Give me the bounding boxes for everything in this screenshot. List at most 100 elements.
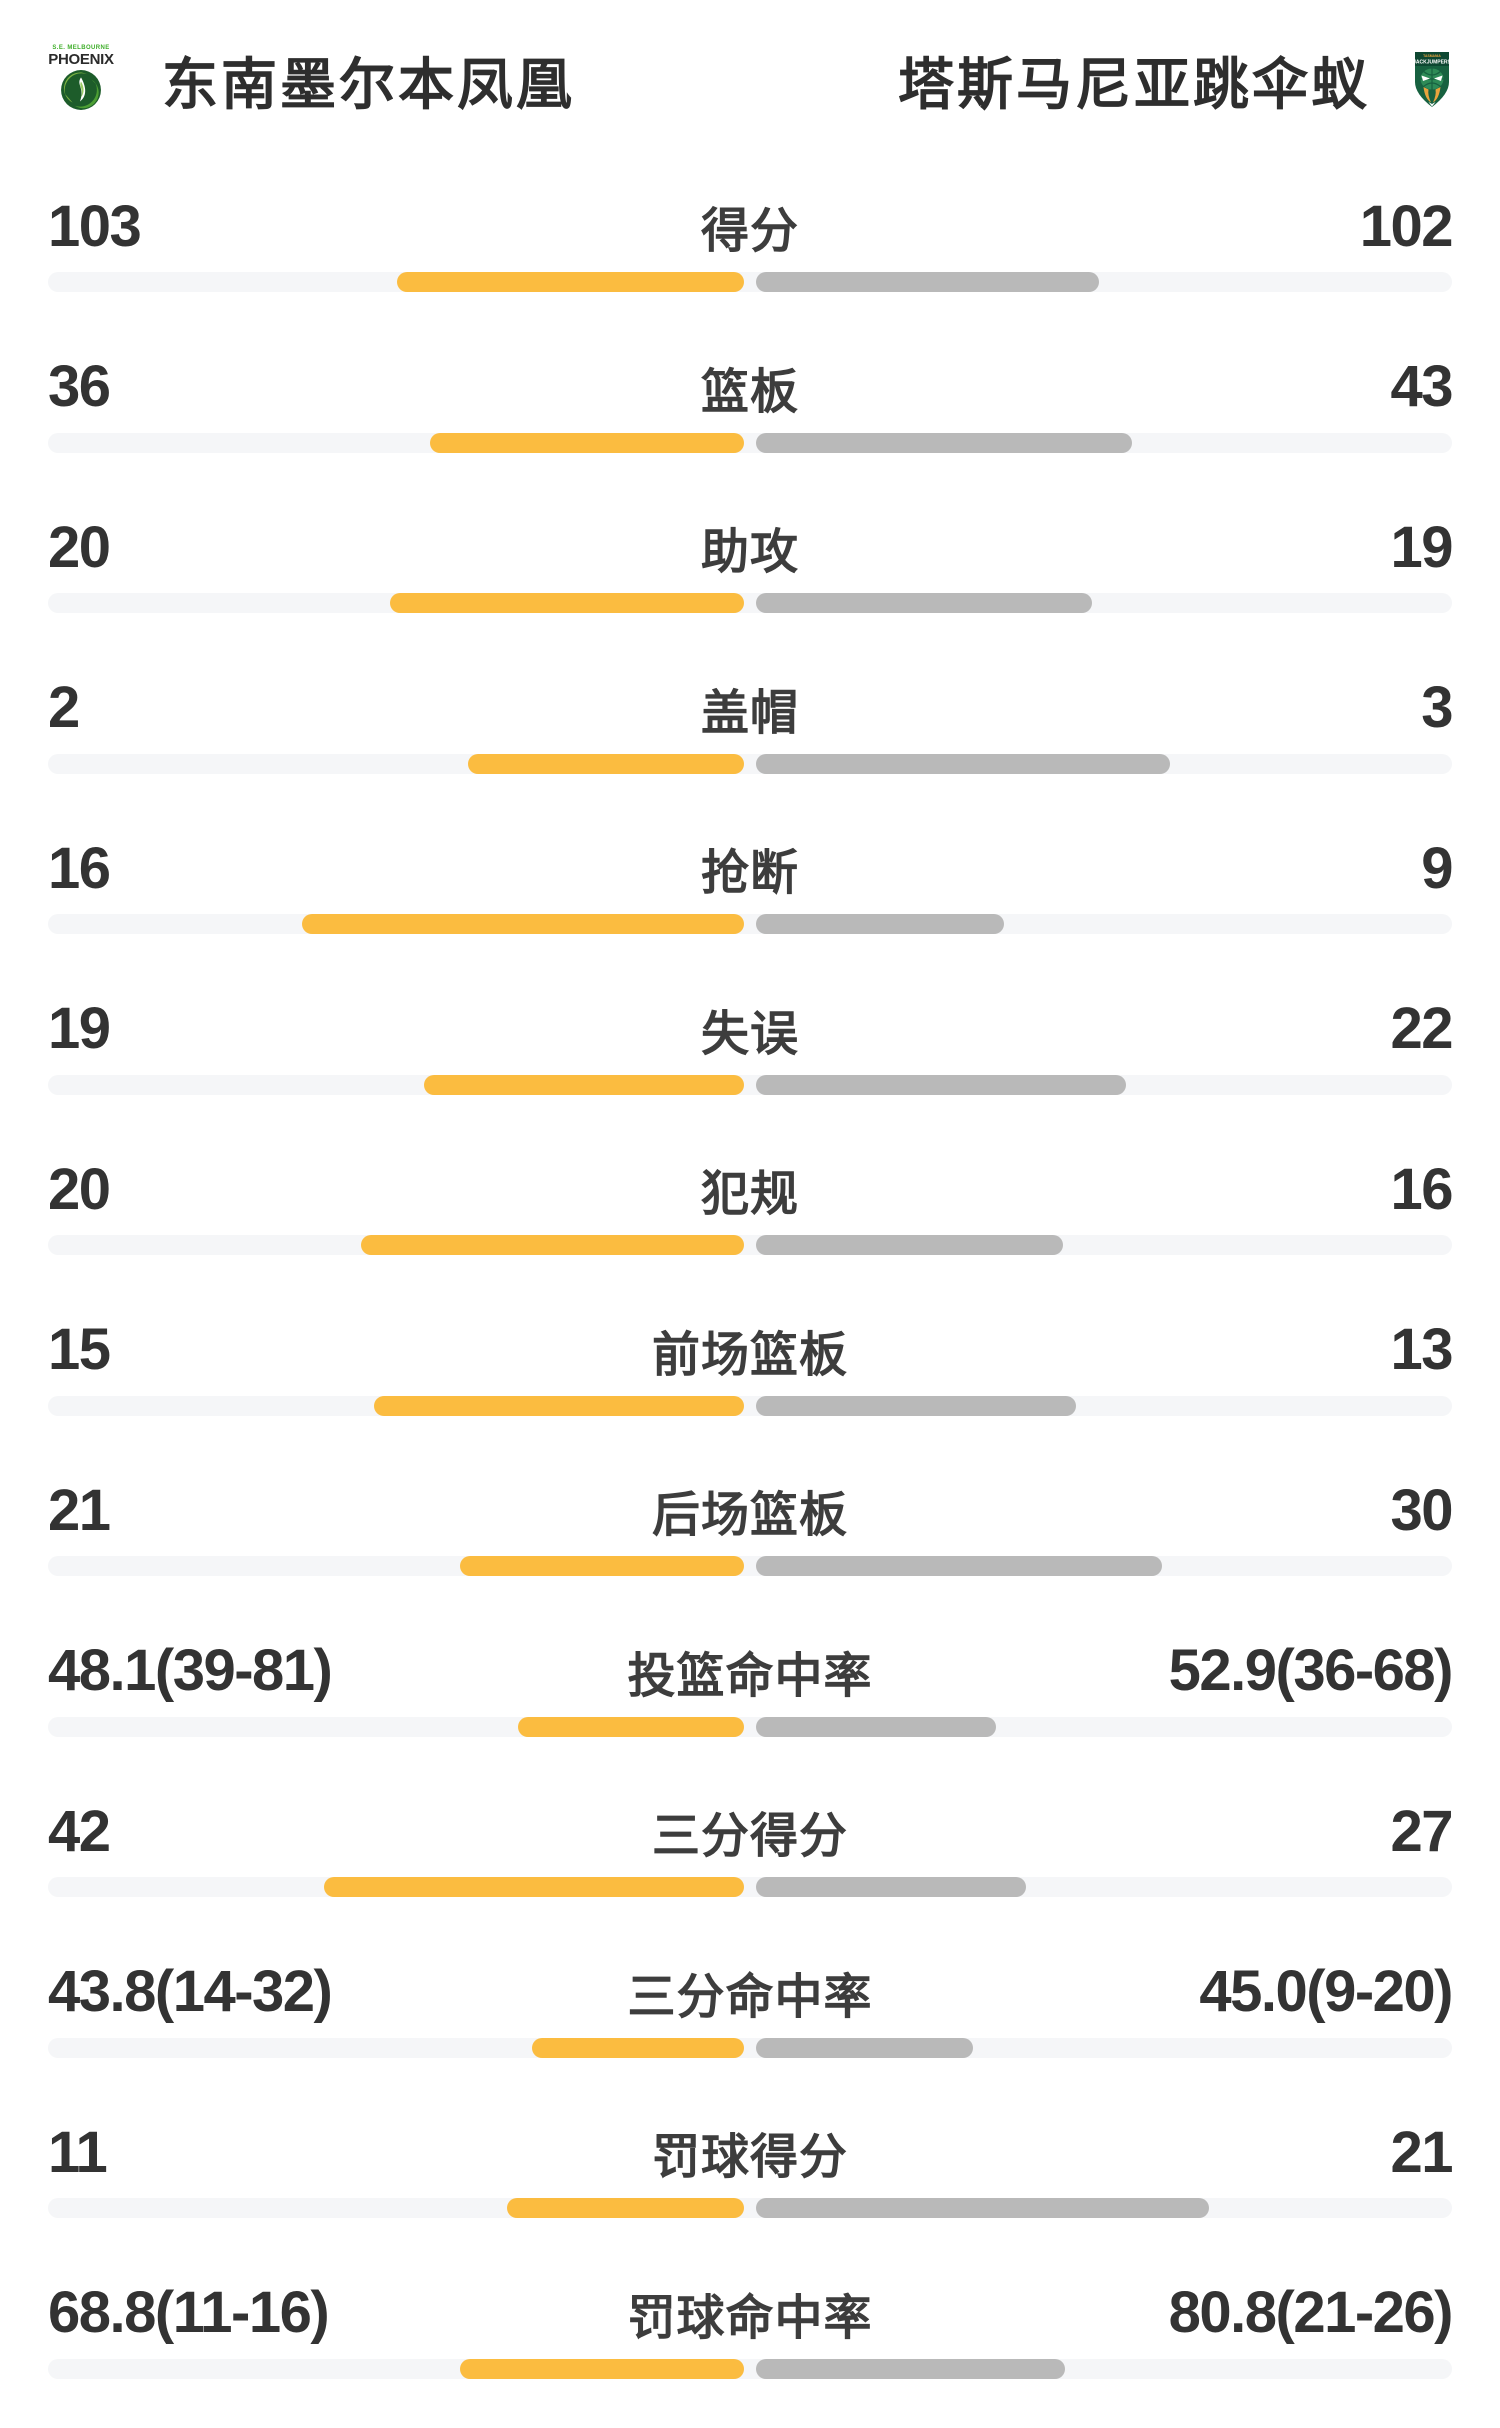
away-team-bar xyxy=(756,1075,1126,1095)
away-team-value: 22 xyxy=(1390,995,1452,1062)
stat-row: 42 三分得分 27 xyxy=(48,1786,1452,1947)
stat-bar-track xyxy=(48,1877,1452,1897)
home-team-bar xyxy=(390,593,744,613)
away-team-value: 9 xyxy=(1421,835,1452,902)
stat-label: 罚球命中率 xyxy=(627,2278,872,2348)
stat-row-values: 48.1(39-81) 投篮命中率 52.9(36-68) xyxy=(48,1626,1452,1716)
away-team-bar xyxy=(756,272,1099,292)
away-team-bar xyxy=(756,2359,1065,2379)
away-team-value: 3 xyxy=(1421,674,1452,741)
home-team-value: 48.1(39-81) xyxy=(48,1637,331,1704)
home-team-value: 43.8(14-32) xyxy=(48,1958,331,2025)
stat-label: 犯规 xyxy=(701,1154,799,1224)
away-team-bar xyxy=(756,754,1170,774)
stat-bar-track xyxy=(48,593,1452,613)
stat-label: 得分 xyxy=(701,191,799,261)
home-team-bar xyxy=(532,2038,744,2058)
phoenix-logo-text: PHOENIX xyxy=(48,52,114,67)
stat-row: 103 得分 102 xyxy=(48,181,1452,342)
stat-bar-track xyxy=(48,1075,1452,1095)
stat-label: 前场篮板 xyxy=(652,1315,848,1385)
away-team-bar xyxy=(756,2038,973,2058)
stat-row: 2 盖帽 3 xyxy=(48,663,1452,824)
stat-label: 罚球得分 xyxy=(652,2117,848,2187)
home-team-value: 15 xyxy=(48,1316,110,1383)
stat-row: 20 助攻 19 xyxy=(48,502,1452,663)
home-team-value: 42 xyxy=(48,1798,110,1865)
match-stats-header: S.E. MELBOURNE PHOENIX 东南墨尔本凤凰 塔斯马尼亚跳伞蚁 … xyxy=(48,38,1452,122)
stat-bar-track xyxy=(48,2359,1452,2379)
stat-label: 助攻 xyxy=(701,512,799,582)
svg-text:TASMANIA: TASMANIA xyxy=(1423,54,1441,58)
away-team-bar xyxy=(756,1877,1026,1897)
home-team-value: 68.8(11-16) xyxy=(48,2279,328,2346)
away-team-value: 19 xyxy=(1390,514,1452,581)
home-team-bar xyxy=(302,914,744,934)
away-team-value: 80.8(21-26) xyxy=(1169,2279,1452,2346)
stat-row-values: 36 篮板 43 xyxy=(48,342,1452,432)
home-team-bar xyxy=(361,1235,744,1255)
stats-comparison-list: 103 得分 102 36 篮板 43 20 助攻 19 xyxy=(48,181,1452,2428)
away-team-value: 30 xyxy=(1390,1477,1452,1544)
stat-row-values: 15 前场篮板 13 xyxy=(48,1305,1452,1395)
home-team-bar xyxy=(460,1556,744,1576)
stat-bar-track xyxy=(48,1556,1452,1576)
home-team-value: 2 xyxy=(48,674,79,741)
stat-bar-track xyxy=(48,272,1452,292)
phoenix-logo: S.E. MELBOURNE PHOENIX xyxy=(48,45,114,115)
stat-label: 盖帽 xyxy=(701,673,799,743)
home-team-bar xyxy=(324,1877,744,1897)
home-team-bar xyxy=(374,1396,744,1416)
away-team-bar xyxy=(756,1556,1162,1576)
stat-bar-track xyxy=(48,754,1452,774)
stat-row-values: 42 三分得分 27 xyxy=(48,1786,1452,1876)
away-team-value: 21 xyxy=(1390,2119,1452,2186)
stat-bar-track xyxy=(48,1235,1452,1255)
stat-row: 48.1(39-81) 投篮命中率 52.9(36-68) xyxy=(48,1626,1452,1787)
stat-row-values: 103 得分 102 xyxy=(48,181,1452,271)
away-team-value: 52.9(36-68) xyxy=(1169,1637,1452,1704)
home-team-bar xyxy=(518,1717,744,1737)
away-team-value: 16 xyxy=(1390,1156,1452,1223)
stat-bar-track xyxy=(48,433,1452,453)
home-team-bar xyxy=(397,272,744,292)
stat-row: 36 篮板 43 xyxy=(48,342,1452,503)
away-team-value: 13 xyxy=(1390,1316,1452,1383)
stat-label: 三分得分 xyxy=(652,1796,848,1866)
stat-label: 三分命中率 xyxy=(627,1957,872,2027)
stat-row: 20 犯规 16 xyxy=(48,1144,1452,1305)
away-team-value: 45.0(9-20) xyxy=(1199,1958,1452,2025)
stat-row: 15 前场篮板 13 xyxy=(48,1305,1452,1466)
home-team-header[interactable]: S.E. MELBOURNE PHOENIX 东南墨尔本凤凰 xyxy=(48,40,575,121)
away-team-bar xyxy=(756,1235,1063,1255)
away-team-bar xyxy=(756,433,1132,453)
stat-bar-track xyxy=(48,1396,1452,1416)
home-team-value: 11 xyxy=(48,2119,106,2186)
stat-row-values: 68.8(11-16) 罚球命中率 80.8(21-26) xyxy=(48,2268,1452,2358)
stat-row-values: 20 助攻 19 xyxy=(48,502,1452,592)
away-team-bar xyxy=(756,1396,1076,1416)
away-team-header[interactable]: 塔斯马尼亚跳伞蚁 TASMANIA JACKJUMPERS xyxy=(898,40,1452,121)
home-team-bar xyxy=(507,2198,744,2218)
stat-row-values: 11 罚球得分 21 xyxy=(48,2107,1452,2197)
home-team-value: 36 xyxy=(48,353,110,420)
stat-row-values: 16 抢断 9 xyxy=(48,823,1452,913)
away-team-bar xyxy=(756,914,1004,934)
home-team-value: 103 xyxy=(48,193,140,260)
away-team-value: 43 xyxy=(1390,353,1452,420)
home-team-value: 19 xyxy=(48,995,110,1062)
stat-row-values: 21 后场篮板 30 xyxy=(48,1465,1452,1555)
stat-row: 11 罚球得分 21 xyxy=(48,2107,1452,2268)
stat-row: 16 抢断 9 xyxy=(48,823,1452,984)
stat-row-values: 2 盖帽 3 xyxy=(48,663,1452,753)
stat-row-values: 19 失误 22 xyxy=(48,984,1452,1074)
stat-bar-track xyxy=(48,2038,1452,2058)
stat-row-values: 43.8(14-32) 三分命中率 45.0(9-20) xyxy=(48,1947,1452,2037)
away-team-bar xyxy=(756,593,1092,613)
away-team-value: 27 xyxy=(1390,1798,1452,1865)
stat-bar-track xyxy=(48,2198,1452,2218)
home-team-value: 16 xyxy=(48,835,110,902)
stat-label: 投篮命中率 xyxy=(627,1636,872,1706)
home-team-value: 21 xyxy=(48,1477,110,1544)
stat-row: 21 后场篮板 30 xyxy=(48,1465,1452,1626)
